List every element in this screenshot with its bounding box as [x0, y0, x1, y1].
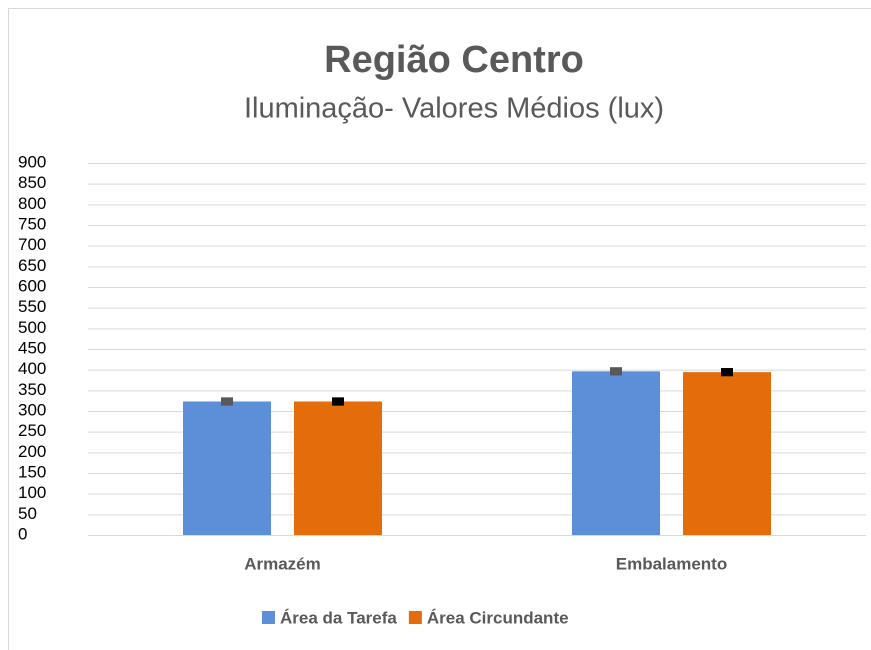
- y-tick-label: 750: [18, 214, 46, 233]
- y-tick-label: 200: [18, 442, 46, 461]
- x-tick-label: Embalamento: [616, 554, 727, 573]
- y-tick-label: 50: [18, 504, 37, 523]
- y-tick-label: 150: [18, 462, 46, 481]
- y-tick-label: 450: [18, 338, 46, 357]
- y-tick-label: 800: [18, 194, 46, 213]
- error-bar: [610, 367, 622, 376]
- bar: [683, 372, 771, 535]
- legend-label: Área da Tarefa: [280, 608, 397, 627]
- bar: [294, 401, 382, 535]
- y-tick-label: 100: [18, 483, 46, 502]
- y-tick-label: 700: [18, 235, 46, 254]
- y-tick-label: 400: [18, 359, 46, 378]
- bar: [572, 371, 660, 535]
- y-tick-label: 900: [18, 152, 46, 171]
- y-tick-label: 250: [18, 421, 46, 440]
- error-bar: [332, 397, 344, 406]
- chart-title: Região Centro: [324, 39, 584, 81]
- y-tick-label: 550: [18, 297, 46, 316]
- y-tick-label: 850: [18, 173, 46, 192]
- legend-label: Área Circundante: [427, 608, 569, 627]
- y-tick-label: 600: [18, 276, 46, 295]
- y-tick-label: 650: [18, 256, 46, 275]
- error-bar: [221, 397, 233, 406]
- error-bar: [721, 368, 733, 377]
- chart-subtitle: Iluminação- Valores Médios (lux): [244, 93, 664, 125]
- bar: [183, 401, 271, 535]
- legend-swatch: [408, 611, 422, 624]
- x-tick-label: Armazém: [244, 554, 321, 573]
- legend-swatch: [262, 611, 275, 624]
- y-tick-label: 500: [18, 318, 46, 337]
- y-tick-label: 300: [18, 400, 46, 419]
- y-tick-label: 350: [18, 380, 46, 399]
- y-tick-label: 0: [18, 524, 27, 543]
